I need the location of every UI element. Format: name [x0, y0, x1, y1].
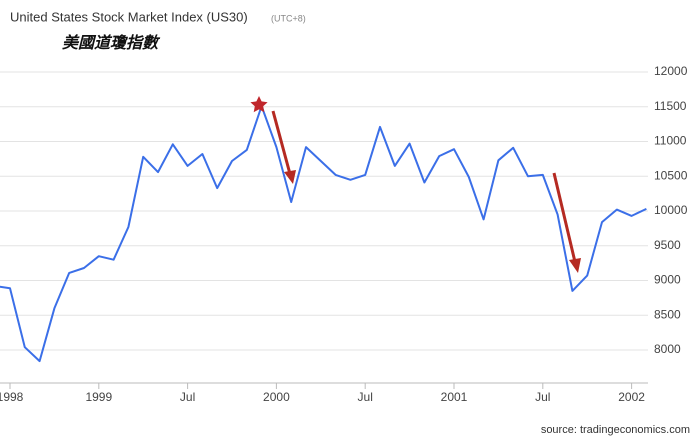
y-tick-label: 9000: [654, 273, 681, 287]
y-tick-label: 8000: [654, 342, 681, 356]
x-tick-label: 2001: [441, 390, 468, 404]
y-tick-label: 11000: [654, 134, 687, 148]
y-tick-label: 10500: [654, 168, 688, 182]
y-tick-label: 10000: [654, 203, 688, 217]
timezone: (UTC+8): [271, 13, 306, 23]
x-tick-label: 1998: [0, 390, 24, 404]
annotation: 美國道瓊指數: [62, 34, 161, 52]
x-tick-label: Jul: [180, 390, 195, 404]
y-tick-label: 8500: [654, 307, 681, 321]
arrows: [271, 110, 581, 273]
line-series: [0, 105, 647, 363]
x-tick-label: 2002: [618, 390, 645, 404]
chart-title: United States Stock Market Index (US30): [10, 9, 248, 24]
peak-star: [250, 96, 268, 113]
x-tick-label: 1999: [85, 390, 112, 404]
y-tick-label: 11500: [654, 99, 687, 113]
y-tick-label: 9500: [654, 238, 681, 252]
x-tick-label: Jul: [535, 390, 550, 404]
source: source: tradingeconomics.com: [541, 424, 690, 436]
y-tick-label: 12000: [654, 64, 688, 78]
x-tick-label: 2000: [263, 390, 290, 404]
x-tick-label: Jul: [358, 390, 373, 404]
